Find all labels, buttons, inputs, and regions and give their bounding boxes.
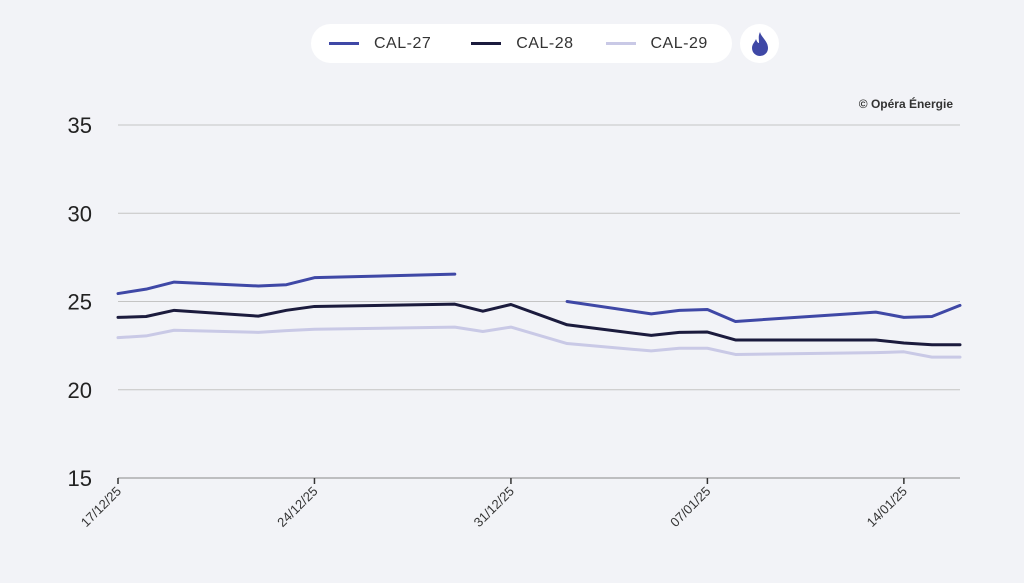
energy-toggle-button[interactable] (740, 24, 779, 63)
legend-item-cal-28[interactable]: CAL-28 (471, 35, 573, 53)
x-tick-label: 31/12/25 (471, 484, 517, 530)
legend-swatch-cal-27 (329, 42, 359, 45)
y-tick-label: 15 (68, 466, 92, 491)
legend-label-cal-29: CAL-29 (650, 34, 708, 52)
legend-item-cal-29[interactable]: CAL-29 (605, 34, 708, 53)
fire-icon (751, 31, 768, 56)
series-line-cal-28 (116, 302, 962, 347)
y-tick-label: 25 (68, 290, 92, 315)
legend-swatch-cal-29 (605, 42, 636, 45)
y-tick-label: 35 (68, 113, 92, 138)
chart-legend: CAL-27 CAL-28 CAL-29 (311, 24, 732, 63)
series-line-cal-27 (565, 300, 962, 323)
x-tick-label: 07/01/25 (667, 484, 713, 530)
legend-swatch-cal-28 (471, 42, 502, 45)
x-tick-label: 14/01/25 (864, 484, 910, 530)
copyright-text: © Opéra Énergie (858, 97, 953, 111)
series-line-cal-29 (116, 325, 962, 359)
series-line-cal-27 (116, 272, 457, 296)
y-tick-label: 20 (68, 378, 92, 403)
y-tick-label: 30 (68, 201, 92, 226)
legend-label-cal-27: CAL-27 (374, 34, 432, 52)
legend-label-cal-28: CAL-28 (516, 34, 574, 52)
legend-item-cal-27[interactable]: CAL-27 (329, 35, 431, 53)
x-tick-label: 24/12/25 (274, 484, 320, 530)
